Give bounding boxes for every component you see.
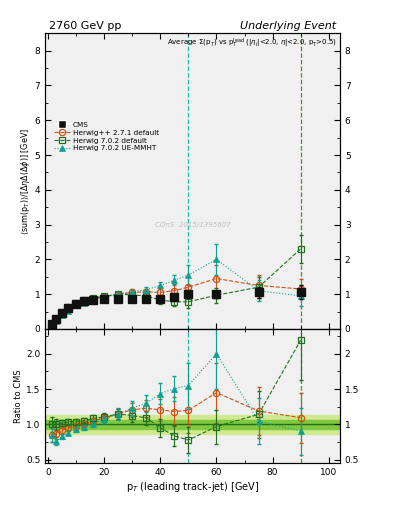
Y-axis label: Ratio to CMS: Ratio to CMS	[14, 369, 23, 423]
Text: Average $\Sigma$(p$_T$) vs p$_T^\mathregular{lead}$ (|$\eta_l$|<2.0, $\eta$|<2.0: Average $\Sigma$(p$_T$) vs p$_T^\mathreg…	[167, 36, 337, 50]
Text: 2760 GeV pp: 2760 GeV pp	[49, 20, 121, 31]
Legend: CMS, Herwig++ 2.7.1 default, Herwig 7.0.2 default, Herwig 7.0.2 UE-MMHT: CMS, Herwig++ 2.7.1 default, Herwig 7.0.…	[52, 120, 161, 154]
X-axis label: p$_T$ (leading track-jet) [GeV]: p$_T$ (leading track-jet) [GeV]	[126, 480, 259, 494]
Bar	[45, 415, 340, 434]
Text: Underlying Event: Underlying Event	[240, 20, 336, 31]
Text: COnS  2015/1395607: COnS 2015/1395607	[155, 223, 230, 228]
Bar	[45, 419, 340, 430]
Y-axis label: $\langle$sum(p$_\mathregular{T}$)$\rangle$/[$\Delta\eta\Delta(\Delta\phi)$] [GeV: $\langle$sum(p$_\mathregular{T}$)$\rangl…	[19, 127, 32, 234]
